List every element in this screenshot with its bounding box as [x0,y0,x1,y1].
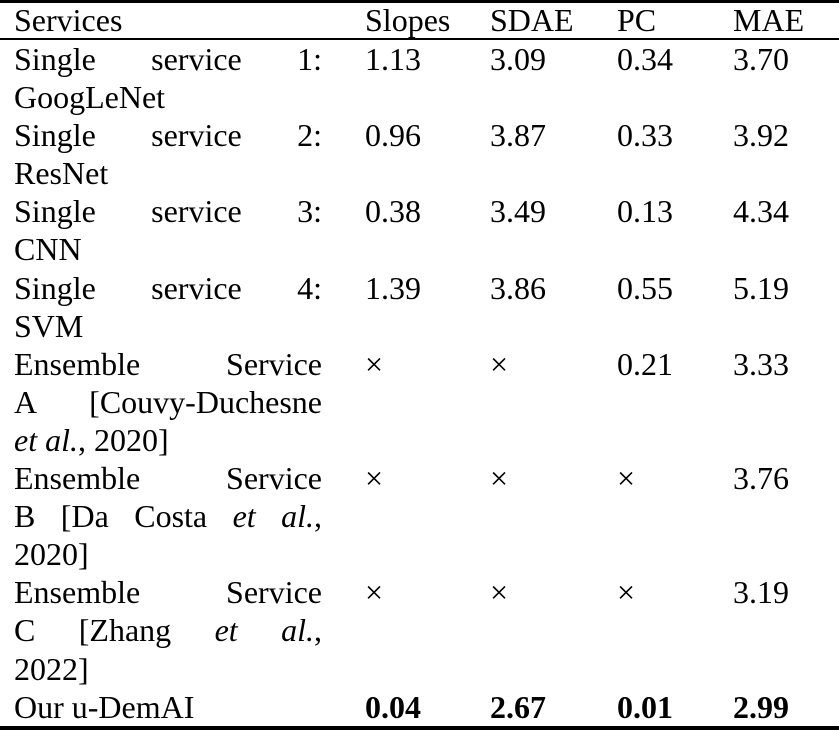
service-text-segment: SVM [14,307,84,344]
table-row: Single service 2: ResNet 0.96 3.87 0.33 3… [0,116,839,192]
sdae-cell: 3.49 [490,193,546,230]
pc-cell: 0.33 [617,117,673,154]
service-line: GoogLeNet [14,78,322,116]
service-line: Single service 1: [14,40,322,78]
service-text-segment: Single service 1: [14,41,322,77]
table-row: Single service 3: CNN 0.38 3.49 0.13 4.34 [0,192,839,268]
mae-cell: 3.92 [733,117,789,154]
column-header-sdae: SDAE [490,2,574,38]
table-header-row: Services Slopes SDAE PC MAE [0,3,839,40]
slopes-cell: 0.38 [365,193,421,230]
service-line: Single service 4: [14,269,322,307]
slopes-cell: 0.96 [365,117,421,154]
service-line: B [Da Costa et al., [14,497,322,535]
service-line: Our u-DemAI [14,688,322,726]
service-text-segment: A [Couvy-Duchesne [14,383,322,420]
column-header-slopes: Slopes [365,2,451,38]
sdae-cell: × [490,345,509,382]
column-header-mae: MAE [733,2,805,38]
service-text-segment: , 2020] [77,421,169,458]
service-line: Single service 3: [14,192,322,230]
slopes-cell: × [365,574,384,611]
service-text-segment: GoogLeNet [14,79,166,116]
service-text-italic-segment: et al. [214,612,314,649]
pc-cell: 0.21 [617,345,673,382]
service-line: Ensemble Service [14,345,322,383]
service-line: Single service 2: [14,116,322,154]
sdae-cell: 3.87 [490,117,546,154]
mae-cell: 4.34 [733,193,789,230]
slopes-cell: 1.13 [365,41,421,77]
service-text-segment: C [Zhang [14,612,215,649]
pc-cell: 0.01 [617,688,673,725]
mae-cell: 3.76 [733,460,789,497]
service-text-segment: CNN [14,231,82,268]
service-line: C [Zhang et al., [14,611,322,649]
sdae-cell: 3.09 [490,41,546,77]
sdae-cell: 2.67 [490,688,546,725]
service-cell: Single service 4: SVM [0,269,365,345]
service-cell: Our u-DemAI [0,688,365,726]
service-cell: Ensemble Service B [Da Costa et al., 2020] [0,459,365,573]
service-line: et al., 2020] [14,421,322,459]
mae-cell: 3.70 [733,41,789,77]
service-text-italic-segment: et al. [232,498,314,535]
service-line: Ensemble Service [14,459,322,497]
mae-cell: 2.99 [733,688,789,725]
slopes-cell: 1.39 [365,269,421,306]
service-line: SVM [14,307,322,345]
service-cell: Single service 3: CNN [0,192,365,268]
service-text-segment: Ensemble Service [14,460,322,497]
service-text-segment: Single service 4: [14,269,322,306]
slopes-cell: × [365,460,384,497]
service-cell: Single service 1: GoogLeNet [0,40,365,116]
mae-cell: 5.19 [733,269,789,306]
table-row: Ensemble Service C [Zhang et al., 2022] × … [0,573,839,687]
pc-cell: 0.55 [617,269,673,306]
mae-cell: 3.33 [733,345,789,382]
slopes-cell: × [365,345,384,382]
slopes-cell: 0.04 [365,688,421,725]
sdae-cell: × [490,460,509,497]
service-cell: Ensemble Service C [Zhang et al., 2022] [0,573,365,687]
pc-cell: 0.34 [617,41,673,77]
column-header-services: Services [14,2,123,38]
service-line: ResNet [14,154,322,192]
service-line: 2022] [14,650,322,688]
service-text-segment: 2022] [14,650,89,687]
service-text-segment: Single service 3: [14,193,322,230]
service-text-italic-segment: et al. [14,421,78,458]
service-text-segment: Single service 2: [14,117,322,154]
table-row: Single service 4: SVM 1.39 3.86 0.55 5.19 [0,269,839,345]
pc-cell: × [617,460,636,497]
service-text-segment: Ensemble Service [14,345,322,382]
service-text-segment: B [Da Costa [14,498,233,535]
service-text-segment: , [314,612,322,649]
table-row: Our u-DemAI 0.04 2.67 0.01 2.99 [0,688,839,726]
service-line: Ensemble Service [14,573,322,611]
pc-cell: 0.13 [617,193,673,230]
service-line: CNN [14,230,322,268]
table-row: Single service 1: GoogLeNet 1.13 3.09 0.3… [0,40,839,116]
table-row: Ensemble Service A [Couvy-Duchesne et al.,… [0,345,839,459]
service-text-segment: Our u-DemAI [14,688,195,725]
service-cell: Ensemble Service A [Couvy-Duchesne et al.,… [0,345,365,459]
mae-cell: 3.19 [733,574,789,611]
sdae-cell: 3.86 [490,269,546,306]
table-row: Ensemble Service B [Da Costa et al., 2020]… [0,459,839,573]
service-line: A [Couvy-Duchesne [14,383,322,421]
service-cell: Single service 2: ResNet [0,116,365,192]
pc-cell: × [617,574,636,611]
service-line: 2020] [14,535,322,573]
service-text-segment: ResNet [14,155,109,192]
sdae-cell: × [490,574,509,611]
service-text-segment: 2020] [14,536,89,573]
service-text-segment: Ensemble Service [14,574,322,611]
service-text-segment: , [314,498,322,535]
column-header-pc: PC [617,2,657,38]
table-body: Single service 1: GoogLeNet 1.13 3.09 0.3… [0,40,839,726]
